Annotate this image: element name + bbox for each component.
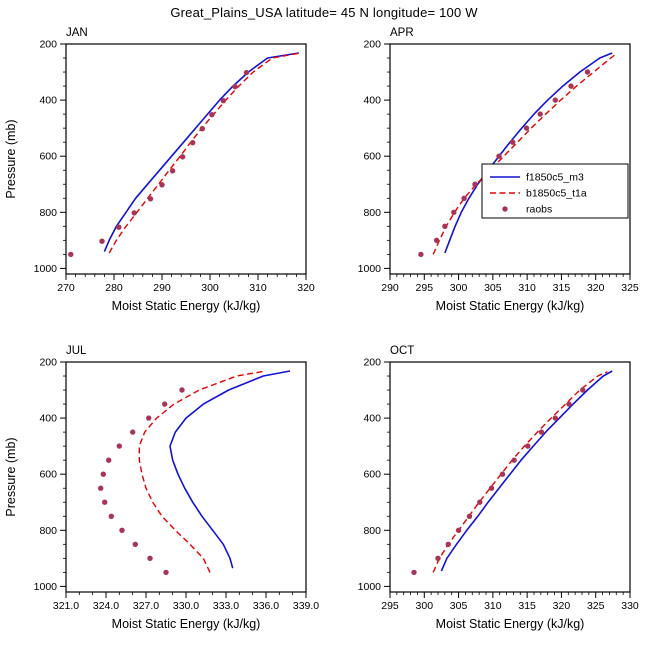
y-tick-label: 1000 (358, 263, 382, 275)
x-tick-label: 315 (518, 600, 536, 612)
x-tick-label: 305 (450, 600, 468, 612)
legend-label-b1850c5_t1a: b1850c5_t1a (526, 188, 587, 200)
x-axis-title: Moist Static Energy (kJ/kg) (436, 299, 585, 313)
panel-title-jan: JAN (66, 27, 88, 39)
chart-jul: 321.0 324.0 327.0 330.0 333.0 336.0 339.0 200 40… (4, 345, 320, 631)
x-tick-label: 327.0 (133, 600, 159, 612)
x-tick-label: 330.0 (173, 600, 199, 612)
series-b1850c5_t1a (108, 52, 301, 254)
x-tick-label: 324.0 (93, 600, 119, 612)
legend-label-f1850c5_m3: f1850c5_m3 (526, 172, 584, 184)
axes: 290 295 300 305 310 315 320 325 200 400 600 800 1000 (358, 39, 639, 295)
panel-title-jul: JUL (66, 345, 87, 357)
series-f1850c5_m3 (103, 52, 299, 252)
x-tick-label: 310 (249, 282, 267, 294)
x-tick-label: 330 (621, 600, 639, 612)
axes: 295 300 305 310 315 320 325 330 200 400 600 800 1000 (358, 357, 639, 613)
y-tick-label: 600 (39, 151, 57, 163)
plot-frame (389, 43, 631, 275)
plot-frame (65, 361, 307, 593)
x-tick-label: 295 (381, 600, 399, 612)
y-tick-label: 800 (39, 525, 57, 537)
y-tick-label: 1000 (358, 581, 382, 593)
x-axis-title: Moist Static Energy (kJ/kg) (436, 617, 585, 631)
page-title: Great_Plains_USA latitude= 45 N longitud… (170, 5, 478, 20)
y-tick-label: 200 (363, 39, 381, 51)
y-tick-label: 800 (363, 525, 381, 537)
panel-title-oct: OCT (390, 345, 414, 357)
chart-jan: 270 280 290 300 310 320 200 400 600 800 1000 JAN Moi… (4, 27, 315, 313)
y-tick-label: 200 (363, 357, 381, 369)
plot-frame (389, 361, 631, 593)
x-tick-label: 320 (553, 600, 571, 612)
x-tick-label: 280 (105, 282, 123, 294)
y-tick-label: 400 (363, 95, 381, 107)
legend-marker-raobs (502, 206, 508, 212)
x-tick-label: 336.0 (253, 600, 279, 612)
plot-frame (65, 43, 307, 275)
series-b1850c5_t1a (432, 53, 617, 255)
y-tick-label: 600 (363, 151, 381, 163)
y-tick-label: 400 (39, 413, 57, 425)
y-tick-label: 1000 (34, 581, 58, 593)
x-tick-label: 320 (297, 282, 315, 294)
x-axis-title: Moist Static Energy (kJ/kg) (112, 299, 261, 313)
chart-oct: 295 300 305 310 315 320 325 330 200 400 600 800 1000… (358, 345, 639, 631)
x-tick-label: 325 (587, 600, 605, 612)
x-tick-label: 300 (416, 600, 434, 612)
series-raobs (411, 387, 586, 576)
axes: 270 280 290 300 310 320 200 400 600 800 1000 (34, 39, 315, 295)
x-tick-label: 300 (201, 282, 219, 294)
y-tick-label: 400 (363, 413, 381, 425)
x-tick-label: 300 (450, 282, 468, 294)
series-f1850c5_m3 (169, 370, 291, 569)
legend-label-raobs: raobs (526, 204, 552, 216)
x-tick-label: 333.0 (213, 600, 239, 612)
x-tick-label: 339.0 (293, 600, 319, 612)
x-tick-label: 305 (484, 282, 502, 294)
x-tick-label: 290 (153, 282, 171, 294)
x-tick-label: 325 (621, 282, 639, 294)
x-tick-label: 310 (484, 600, 502, 612)
x-tick-label: 295 (416, 282, 434, 294)
series-f1850c5_m3 (440, 370, 613, 572)
x-tick-label: 315 (553, 282, 571, 294)
chart-apr: 290 295 300 305 310 315 320 325 200 400 600 800 1000… (358, 27, 639, 313)
y-tick-label: 600 (363, 469, 381, 481)
x-tick-label: 320 (587, 282, 605, 294)
x-tick-label: 321.0 (53, 600, 79, 612)
y-tick-label: 800 (363, 207, 381, 219)
series-b1850c5_t1a (138, 370, 267, 573)
panel-title-apr: APR (390, 27, 414, 39)
y-axis-title: Pressure (mb) (4, 437, 18, 516)
y-tick-label: 1000 (34, 263, 58, 275)
series-b1850c5_t1a (432, 371, 608, 573)
series-raobs (98, 387, 185, 576)
y-tick-label: 200 (39, 39, 57, 51)
y-axis-title: Pressure (mb) (4, 119, 18, 198)
series-raobs (418, 69, 591, 258)
series-raobs (68, 69, 250, 258)
series-f1850c5_m3 (444, 52, 613, 254)
x-tick-label: 270 (57, 282, 75, 294)
x-axis-title: Moist Static Energy (kJ/kg) (112, 617, 261, 631)
x-tick-label: 310 (518, 282, 536, 294)
axes: 321.0 324.0 327.0 330.0 333.0 336.0 339.0 200 40… (34, 357, 320, 613)
y-tick-label: 200 (39, 357, 57, 369)
y-tick-label: 600 (39, 469, 57, 481)
y-tick-label: 800 (39, 207, 57, 219)
y-tick-label: 400 (39, 95, 57, 107)
x-tick-label: 290 (381, 282, 399, 294)
